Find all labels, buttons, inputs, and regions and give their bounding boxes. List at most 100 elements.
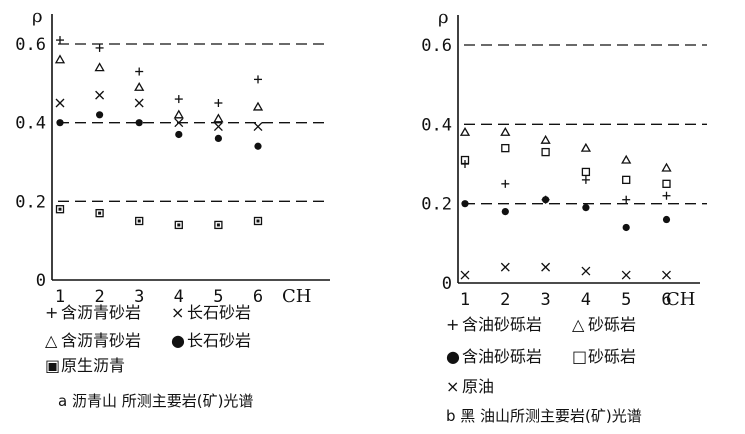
legend-marker: × (446, 377, 459, 396)
data-point (174, 220, 183, 230)
data-point (460, 270, 470, 280)
data-point (174, 95, 183, 104)
x-tick-label: 6 (253, 287, 263, 307)
data-point (540, 134, 551, 144)
data-point (622, 175, 631, 185)
legend-marker: ▣ (45, 356, 60, 375)
y-tick-label: 0.6 (421, 36, 452, 56)
legend-label: 含油砂砾岩 (462, 347, 542, 366)
legend-label: 含沥青砂岩 (61, 331, 141, 350)
figure-caption: a 沥青山 所测主要岩(矿)光谱 (58, 392, 253, 410)
y-tick-label: 0.6 (15, 35, 46, 55)
data-point (542, 196, 550, 204)
data-point (461, 200, 469, 208)
data-point (56, 36, 64, 45)
legend-marker: ● (446, 347, 460, 366)
legend-marker: ● (171, 331, 185, 350)
data-point (213, 122, 223, 132)
legend-label: 原油 (462, 377, 494, 396)
data-point (501, 143, 510, 153)
legend-marker: □ (572, 347, 587, 366)
legend-marker: + (446, 315, 459, 334)
data-point (253, 122, 263, 132)
data-point (662, 270, 671, 280)
data-point (500, 262, 510, 272)
y-tick-label: 0.2 (15, 192, 46, 212)
data-point (581, 167, 591, 177)
x-axis-label: CH (282, 286, 311, 307)
data-point (622, 195, 631, 204)
legend-item: + 含沥青砂岩 (45, 303, 141, 322)
data-point (621, 270, 631, 280)
data-point (55, 98, 65, 108)
data-point (254, 142, 262, 150)
data-point (541, 147, 550, 157)
x-tick-label: 4 (174, 287, 184, 307)
legend-marker: △ (572, 315, 585, 334)
data-point (135, 216, 144, 226)
data-point (581, 175, 590, 184)
legend-item: △ 砂砾岩 (572, 315, 636, 334)
x-tick-label: 5 (621, 290, 631, 310)
data-point (214, 99, 223, 107)
data-point (459, 126, 471, 136)
data-point (581, 266, 591, 276)
legend-label: 含沥青砂岩 (61, 303, 141, 322)
data-point (56, 119, 64, 127)
data-point (541, 262, 551, 272)
data-point (214, 220, 223, 230)
data-point (213, 113, 224, 123)
y-tick-label: 0 (442, 274, 452, 294)
legend-label: 砂砾岩 (588, 315, 636, 334)
x-tick-label: 6 (661, 290, 671, 310)
data-point (582, 204, 590, 212)
data-point (134, 81, 145, 91)
data-point (662, 215, 671, 224)
grid-lines (58, 43, 330, 202)
x-tick-label: 3 (134, 287, 144, 307)
data-point (661, 162, 672, 172)
data-point (135, 119, 143, 127)
data-point (135, 67, 144, 76)
data-point (253, 216, 263, 226)
data-point (175, 130, 183, 139)
legend-marker: △ (45, 331, 58, 350)
legend-item: ● 含油砂砾岩 (446, 347, 542, 366)
data-point (214, 134, 222, 142)
figure-caption: b 黑 油山所测主要岩(矿)光谱 (446, 407, 642, 425)
data-point (95, 208, 104, 218)
legend: + 含油砂砾岩 △ 砂砾岩 ● 含油砂砾岩 □ 砂砾岩 × 原油 (446, 315, 636, 396)
grid-lines (464, 44, 707, 205)
data-point (461, 160, 469, 168)
legend-item: ▣ 原生沥青 (45, 356, 125, 375)
legend-label: 砂砾岩 (588, 347, 636, 366)
data-point (501, 208, 509, 216)
data-point (621, 154, 632, 164)
data-point (500, 126, 511, 136)
data-point (173, 109, 184, 119)
x-tick-label: 2 (94, 287, 104, 307)
legend-item: × 原油 (446, 377, 494, 396)
data-point (252, 101, 264, 111)
y-tick-label: 0.4 (421, 115, 452, 135)
x-axis-label: CH (666, 289, 695, 310)
x-tick-label: 4 (581, 290, 591, 310)
data-point (55, 205, 65, 214)
data-point (95, 90, 105, 100)
legend-item: ● 长石砂岩 (171, 331, 251, 350)
y-tick-label: 0.4 (15, 114, 46, 134)
y-tick-label: 0.2 (421, 195, 452, 215)
data-point (501, 179, 510, 188)
data-point (96, 111, 104, 119)
y-axis-label: ρ (32, 6, 43, 27)
x-tick-label: 1 (460, 290, 470, 310)
legend-item: □ 砂砾岩 (572, 347, 636, 366)
legend-label: 长石砂岩 (187, 303, 251, 322)
data-point (662, 179, 671, 188)
data-point (622, 223, 630, 232)
data-point (254, 75, 262, 84)
data-point (580, 142, 592, 152)
legend-label: 含油砂砾岩 (462, 315, 542, 334)
data-point (54, 54, 66, 64)
